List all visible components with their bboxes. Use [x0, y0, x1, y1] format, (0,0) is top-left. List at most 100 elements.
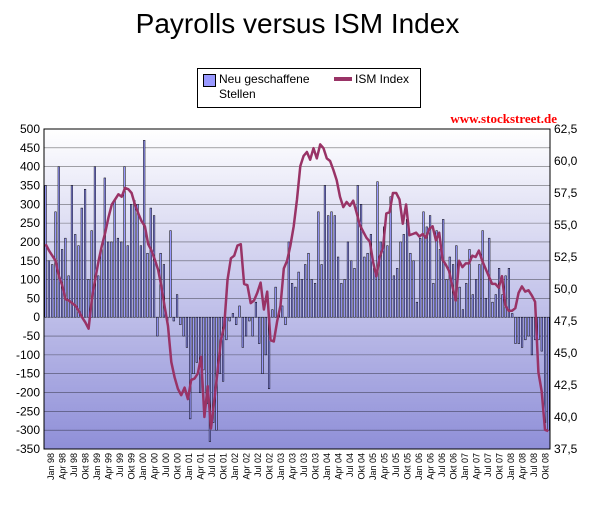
- x-tick-label: Jul 08: [529, 453, 539, 477]
- payroll-bar: [189, 316, 192, 420]
- payroll-bar: [389, 196, 392, 318]
- payroll-bar: [199, 316, 202, 393]
- payroll-bar: [261, 316, 264, 374]
- x-tick-label: Apr 03: [287, 453, 297, 480]
- payroll-bar: [153, 215, 156, 318]
- x-tick-label: Jan 06: [414, 453, 424, 480]
- payroll-bar: [461, 309, 465, 318]
- payroll-bar: [425, 226, 428, 318]
- payroll-bar: [123, 166, 126, 318]
- y-left-tick-label: -50: [23, 329, 41, 343]
- payroll-bar: [330, 211, 333, 318]
- payroll-bar: [478, 264, 481, 318]
- x-tick-label: Apr 06: [425, 453, 435, 480]
- y-right-tick-label: 52,5: [554, 250, 578, 264]
- y-right-tick-label: 40,0: [554, 410, 578, 424]
- payroll-bar: [245, 316, 248, 337]
- payroll-bar: [415, 301, 419, 318]
- x-tick-label: Apr 00: [149, 453, 159, 480]
- payroll-bar: [93, 166, 96, 318]
- x-tick-label: Jan 08: [506, 453, 516, 480]
- x-tick-label: Jan 98: [46, 453, 56, 480]
- payroll-bar: [287, 241, 290, 318]
- y-right-tick-label: 55,0: [554, 218, 578, 232]
- payroll-bar: [356, 185, 359, 318]
- payroll-bar: [547, 316, 550, 431]
- payroll-bar: [346, 241, 350, 318]
- x-tick-label: Jan 04: [322, 453, 332, 480]
- payroll-bar: [44, 185, 47, 318]
- x-tick-label: Okt 08: [540, 453, 550, 480]
- payroll-bar: [379, 241, 382, 318]
- payroll-bar: [222, 316, 225, 382]
- payroll-bar: [185, 316, 189, 348]
- payroll-bar: [156, 316, 159, 337]
- x-tick-label: Jul 06: [437, 453, 447, 477]
- payroll-bar: [540, 316, 543, 352]
- payroll-bar: [57, 166, 60, 318]
- payroll-bar: [254, 301, 258, 318]
- payroll-bar: [297, 271, 300, 318]
- legend-line-label: ISM Index: [355, 72, 410, 86]
- payroll-bar: [468, 249, 471, 318]
- payroll-bar: [366, 252, 369, 318]
- y-left-tick-label: -350: [16, 442, 40, 456]
- payroll-bar: [310, 279, 313, 318]
- x-tick-label: Okt 99: [126, 453, 136, 480]
- x-tick-label: Okt 07: [494, 453, 504, 480]
- y-left-tick-label: -300: [16, 423, 40, 437]
- x-tick-label: Okt 00: [172, 453, 182, 480]
- x-tick-label: Okt 01: [218, 453, 228, 480]
- payroll-bar: [448, 256, 451, 318]
- payroll-bar: [64, 237, 67, 318]
- payroll-bar: [300, 279, 304, 318]
- y-right-tick-label: 60,0: [554, 154, 578, 168]
- x-tick-label: Okt 06: [448, 453, 458, 480]
- payroll-bar: [376, 181, 379, 318]
- payroll-bar: [182, 316, 185, 337]
- x-tick-label: Jul 02: [253, 453, 263, 477]
- y-left-tick-label: 300: [20, 197, 40, 211]
- payroll-bar: [70, 185, 73, 318]
- payroll-bar: [537, 316, 540, 341]
- chart-title: Payrolls versus ISM Index: [135, 8, 460, 39]
- y-left-tick-label: -100: [16, 348, 40, 362]
- y-right-tick-label: 37,5: [554, 442, 578, 456]
- payroll-bar: [116, 237, 119, 318]
- payroll-bar: [544, 316, 547, 423]
- x-tick-label: Apr 99: [103, 453, 113, 480]
- payroll-bar: [445, 279, 448, 318]
- payroll-bar: [195, 316, 198, 363]
- payroll-bar: [103, 177, 106, 318]
- y-left-tick-label: 450: [20, 141, 40, 155]
- x-tick-label: Jan 00: [138, 453, 148, 480]
- x-tick-label: Apr 02: [241, 453, 251, 480]
- y-left-tick-label: 500: [20, 122, 40, 136]
- payroll-bar: [126, 245, 129, 318]
- y-right-tick-label: 42,5: [554, 378, 578, 392]
- y-right-tick-label: 50,0: [554, 282, 578, 296]
- payroll-bar: [136, 204, 139, 318]
- x-tick-label: Jul 07: [483, 453, 493, 477]
- payroll-bar: [524, 316, 527, 341]
- x-tick-label: Jul 03: [299, 453, 309, 477]
- payroll-bar: [333, 215, 336, 318]
- payroll-bar: [139, 245, 143, 318]
- payroll-bar: [87, 279, 90, 318]
- x-tick-label: Okt 03: [310, 453, 320, 480]
- y-left-tick-label: -250: [16, 404, 40, 418]
- payroll-bar: [422, 211, 425, 318]
- x-tick-label: Jul 99: [115, 453, 125, 477]
- payroll-bar: [146, 252, 149, 318]
- payroll-bar: [264, 316, 267, 356]
- payroll-bar: [228, 316, 231, 322]
- y-left-tick-label: 50: [27, 291, 41, 305]
- payroll-bar: [304, 264, 307, 318]
- payroll-bar: [491, 301, 494, 318]
- payroll-bar: [107, 241, 110, 318]
- x-tick-label: Jan 05: [368, 453, 378, 480]
- y-left-tick-label: 0: [33, 310, 40, 324]
- payroll-bar: [90, 230, 93, 318]
- payroll-bar: [258, 316, 261, 344]
- ism-index-line: [44, 143, 549, 433]
